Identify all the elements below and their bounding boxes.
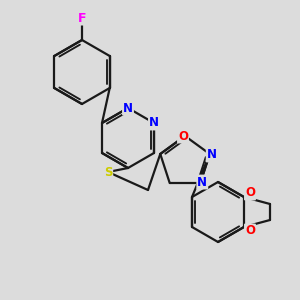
Text: O: O — [178, 130, 188, 142]
Text: S: S — [104, 166, 112, 178]
Text: N: N — [197, 176, 207, 188]
Text: F: F — [78, 11, 86, 25]
Text: O: O — [245, 187, 255, 200]
Text: O: O — [245, 224, 255, 238]
Text: N: N — [149, 116, 159, 130]
Text: N: N — [123, 101, 133, 115]
Text: N: N — [207, 148, 217, 161]
